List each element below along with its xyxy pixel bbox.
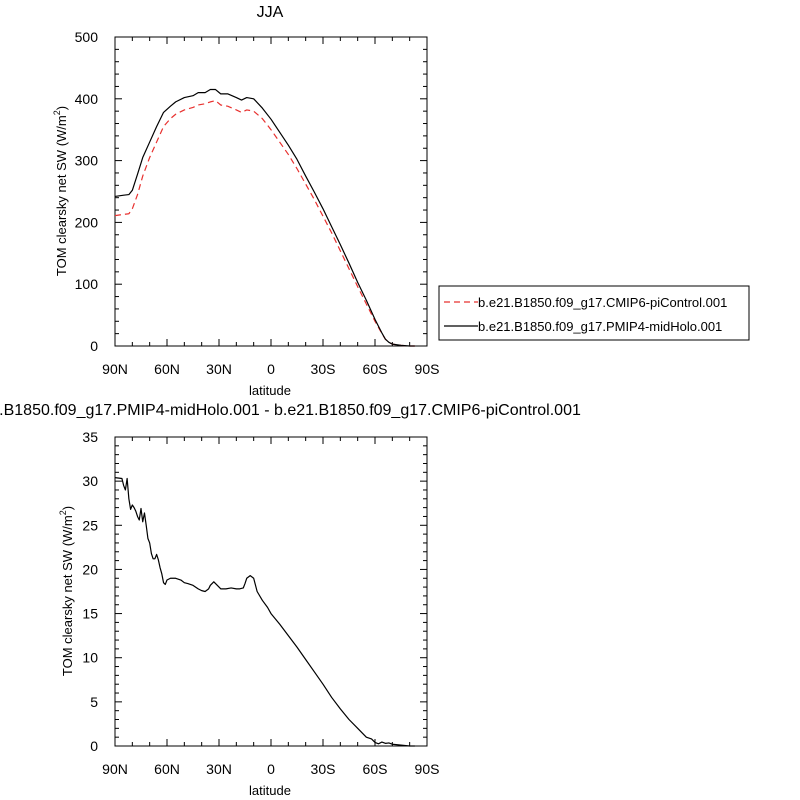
bottom-chart-title: b.e21.B1850.f09_g17.PMIP4-midHolo.001 - … xyxy=(0,402,581,419)
top-y-tick-label: 100 xyxy=(75,276,99,292)
top-y-axis-label-main: TOM clearsky net SW (W/m xyxy=(54,115,69,276)
bottom-x-tick-label: 90N xyxy=(102,761,128,777)
top-y-axis-label: TOM clearsky net SW (W/m2) xyxy=(52,106,69,276)
bottom-y-axis-label-sup: 2 xyxy=(58,510,68,515)
bottom-plot-frame xyxy=(114,436,428,747)
legend-label-midholo: b.e21.B1850.f09_g17.PMIP4-midHolo.001 xyxy=(478,319,722,334)
bottom-y-axis-label-close: ) xyxy=(60,506,75,510)
bottom-series-line-0 xyxy=(114,477,415,747)
top-x-tick-label: 90S xyxy=(415,361,440,377)
bottom-y-tick-label: 0 xyxy=(90,738,98,754)
bottom-y-tick-label: 35 xyxy=(82,429,98,445)
top-y-tick-label: 200 xyxy=(75,214,99,230)
bottom-panel: b.e21.B1850.f09_g17.PMIP4-midHolo.001 - … xyxy=(0,402,581,798)
top-x-tick-label: 30S xyxy=(311,361,336,377)
bottom-y-axis-label: TOM clearsky net SW (W/m2) xyxy=(58,506,75,676)
top-y-tick-label: 300 xyxy=(75,153,99,169)
bottom-y-tick-label: 10 xyxy=(82,650,98,666)
top-series-group xyxy=(114,88,415,347)
top-plot-frame xyxy=(114,36,428,347)
bottom-x-axis: 90N 60N 30N 0 30S 60S 90S xyxy=(102,437,439,777)
top-y-tick-label: 500 xyxy=(75,29,99,45)
top-x-tick-label: 60N xyxy=(154,361,180,377)
bottom-x-tick-label: 30S xyxy=(311,761,336,777)
bottom-y-axis-label-main: TOM clearsky net SW (W/m xyxy=(60,515,75,676)
top-y-tick-label: 400 xyxy=(75,91,99,107)
top-series-line-1 xyxy=(114,88,415,347)
legend-frame xyxy=(438,285,750,341)
bottom-x-tick-label: 30N xyxy=(206,761,232,777)
bottom-x-tick-label: 90S xyxy=(415,761,440,777)
bottom-series-group xyxy=(114,477,415,747)
bottom-y-tick-label: 15 xyxy=(82,606,98,622)
top-x-tick-label: 90N xyxy=(102,361,128,377)
top-x-tick-label: 30N xyxy=(206,361,232,377)
top-y-tick-label: 0 xyxy=(90,338,98,354)
bottom-y-tick-label: 30 xyxy=(82,473,98,489)
bottom-x-tick-label: 60S xyxy=(363,761,388,777)
top-chart-title: JJA xyxy=(257,4,284,21)
bottom-x-axis-label: latitude xyxy=(249,783,291,798)
top-panel: JJA 0 100 200 300 400 500 90N 60N 30N 0 30S 60S 90S… xyxy=(52,4,750,398)
bottom-y-axis: 0 5 10 15 20 25 30 35 xyxy=(82,429,427,754)
top-x-axis-label: latitude xyxy=(249,383,291,398)
top-x-tick-label: 60S xyxy=(363,361,388,377)
bottom-y-tick-label: 20 xyxy=(82,561,98,577)
legend-label-picontrol: b.e21.B1850.f09_g17.CMIP6-piControl.001 xyxy=(478,295,727,310)
top-y-axis-label-sup: 2 xyxy=(52,110,62,115)
legend: b.e21.B1850.f09_g17.CMIP6-piControl.001 … xyxy=(438,285,750,341)
bottom-y-tick-label: 25 xyxy=(82,517,98,533)
top-y-axis-label-close: ) xyxy=(54,106,69,110)
bottom-x-tick-label: 60N xyxy=(154,761,180,777)
bottom-y-tick-label: 5 xyxy=(90,694,98,710)
top-y-axis: 0 100 200 300 400 500 xyxy=(75,29,427,354)
top-x-axis: 90N 60N 30N 0 30S 60S 90S xyxy=(102,37,439,377)
top-x-tick-label: 0 xyxy=(267,361,275,377)
bottom-x-tick-label: 0 xyxy=(267,761,275,777)
